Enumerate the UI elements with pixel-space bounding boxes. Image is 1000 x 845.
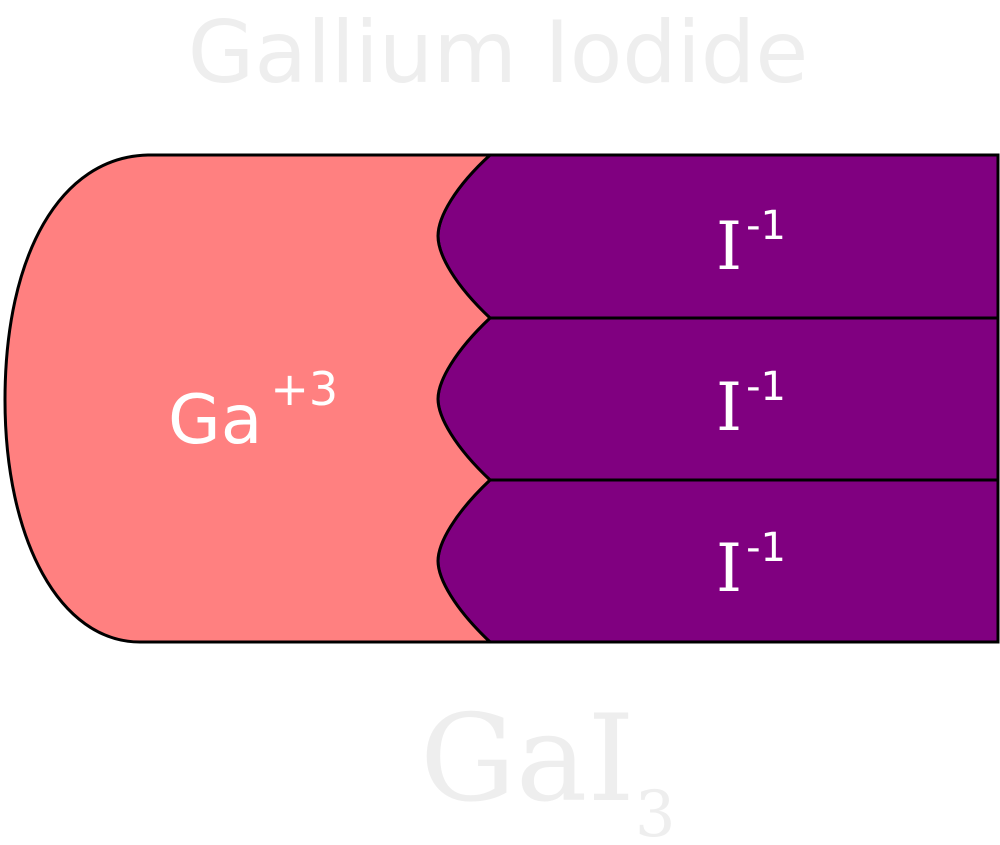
anion-charge-1: -1 [746, 203, 786, 249]
cation-block [3, 153, 494, 644]
formula-base: GaI [420, 690, 635, 829]
cation-label: Ga +3 [168, 362, 338, 460]
anion-symbol-2: I [716, 369, 742, 446]
anion-symbol-1: I [716, 208, 742, 285]
anion-label-1: I -1 [716, 203, 786, 285]
chemical-formula: GaI3 [420, 690, 676, 845]
formula-subscript: 3 [635, 778, 676, 845]
anion-charge-3: -1 [746, 525, 786, 571]
cation-symbol: Ga [168, 381, 262, 460]
anion-label-2: I -1 [716, 364, 786, 446]
anion-charge-2: -1 [746, 364, 786, 410]
anion-label-3: I -1 [716, 525, 786, 607]
anion-symbol-3: I [716, 530, 742, 607]
compound-title: Gallium Iodide [188, 3, 809, 103]
cation-charge: +3 [270, 362, 338, 416]
